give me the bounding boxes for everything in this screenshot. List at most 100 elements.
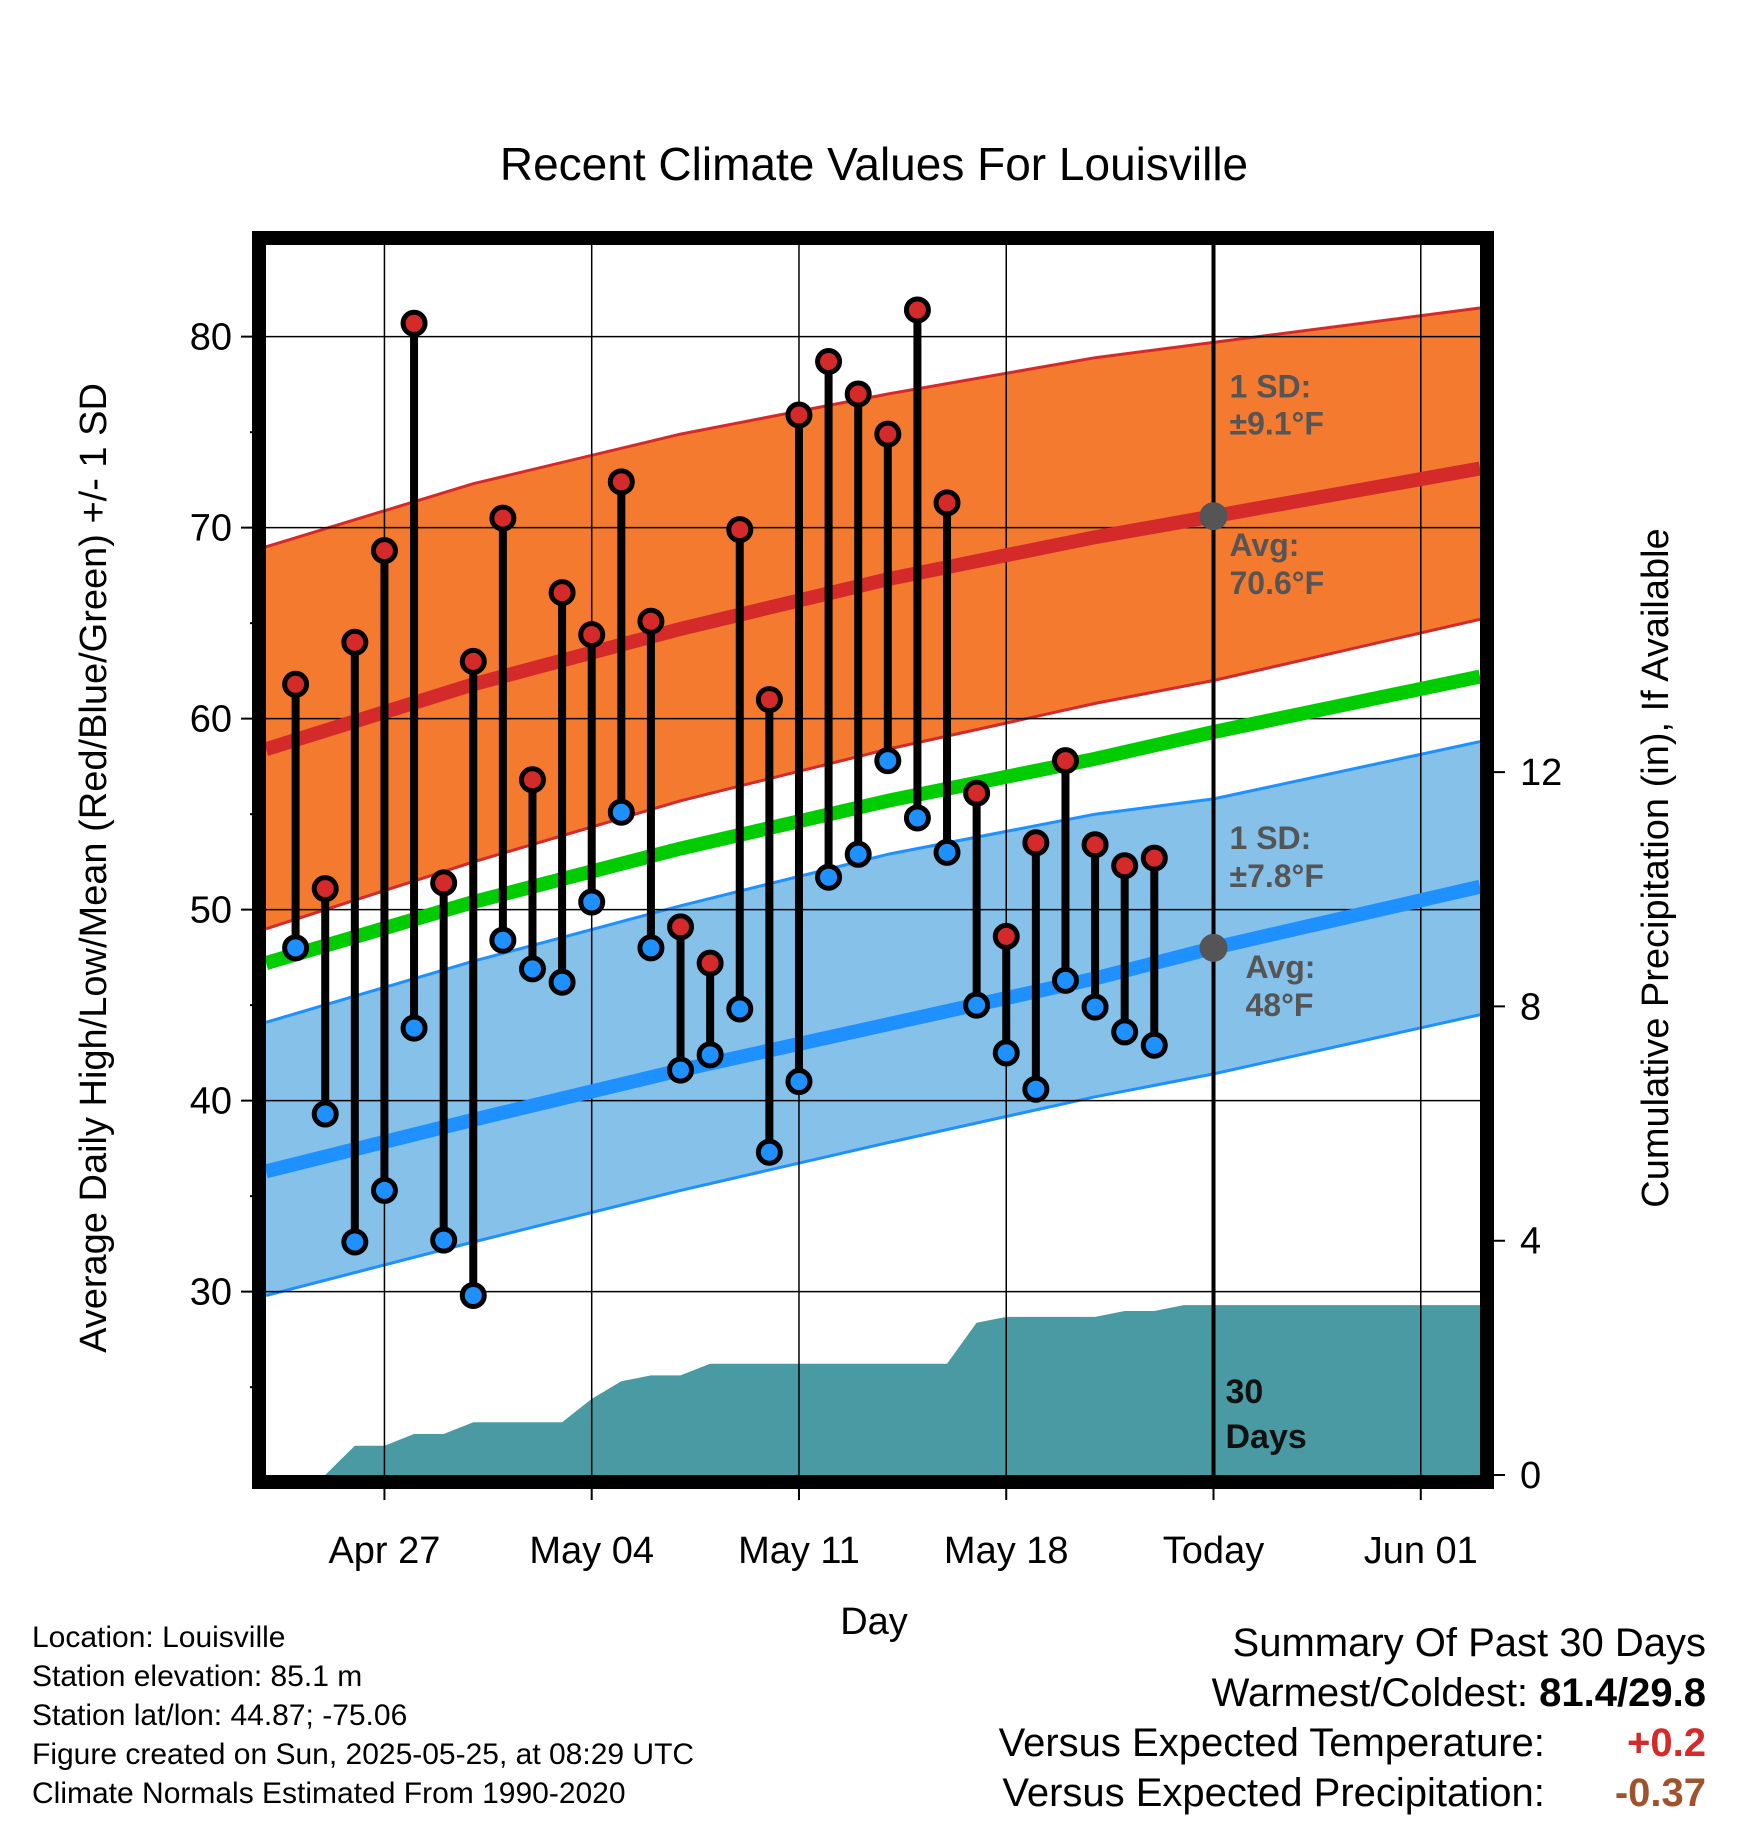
temp-value: +0.2 — [1627, 1721, 1706, 1765]
daily-low-point — [785, 1068, 813, 1096]
created-text: Figure created on Sun, 2025-05-25, at 08… — [32, 1738, 695, 1771]
y2-tick-label: 4 — [1520, 1221, 1541, 1263]
summary-heading: Summary Of Past 30 Days — [1232, 1621, 1706, 1665]
daily-high-point — [548, 579, 576, 607]
daily-low-point — [903, 804, 931, 832]
location-text: Location: Louisville — [32, 1621, 286, 1654]
daily-high-point — [844, 380, 872, 408]
daily-low-point — [933, 838, 961, 866]
daily-high-point — [311, 875, 339, 903]
warmest-label: Warmest/Coldest: — [1211, 1671, 1529, 1715]
plot-frame — [252, 231, 1494, 1489]
daily-high-point — [785, 401, 813, 429]
daily-high-point — [459, 647, 487, 675]
daily-high-point — [637, 607, 665, 635]
daily-low-point — [1022, 1075, 1050, 1103]
y2-tick-label: 8 — [1520, 986, 1541, 1028]
y-tick-label: 30 — [190, 1272, 232, 1314]
daily-high-point — [874, 420, 902, 448]
y-tick-label: 70 — [190, 508, 232, 550]
daily-low-point — [430, 1226, 458, 1254]
days-text-label: Days — [1226, 1418, 1307, 1456]
daily-low-point — [874, 747, 902, 775]
x-axis-title: Day — [840, 1601, 908, 1643]
x-tick-label: May 18 — [944, 1530, 1069, 1572]
daily-high-point — [578, 621, 606, 649]
summary-temp: Versus Expected Temperature: +0.2 — [999, 1718, 1706, 1768]
daily-low-point — [370, 1176, 398, 1204]
daily-low-point — [726, 995, 754, 1023]
daily-low-point — [992, 1039, 1020, 1067]
y-tick-label: 80 — [190, 317, 232, 359]
x-tick-label: May 04 — [529, 1530, 654, 1572]
station-info: Location: Louisville Station elevation: … — [32, 1618, 694, 1813]
precip-area — [266, 1305, 1480, 1475]
summary-warmest: Warmest/Coldest: 81.4/29.8 — [999, 1668, 1706, 1718]
daily-low-point — [607, 798, 635, 826]
daily-high-point — [933, 489, 961, 517]
daily-high-point — [370, 537, 398, 565]
y-tick-label: 50 — [190, 890, 232, 932]
high-avg-label: Avg: — [1230, 527, 1300, 563]
x-tick-label: Jun 01 — [1364, 1530, 1478, 1572]
daily-high-point — [755, 686, 783, 714]
daily-high-point — [992, 922, 1020, 950]
x-tick-label: Apr 27 — [328, 1530, 440, 1572]
daily-high-point — [667, 913, 695, 941]
normals-text: Climate Normals Estimated From 1990-2020 — [32, 1777, 626, 1810]
high-sd-value: ±9.1°F — [1230, 405, 1324, 441]
normal-high-band — [266, 308, 1480, 929]
daily-high-point — [430, 869, 458, 897]
normal-low-band — [266, 741, 1480, 1296]
daily-low-point — [548, 968, 576, 996]
daily-low-point — [341, 1228, 369, 1256]
daily-high-point — [1051, 747, 1079, 775]
daily-high-point — [726, 516, 754, 544]
daily-high-point — [400, 309, 428, 337]
daily-low-point — [282, 934, 310, 962]
daily-low-point — [489, 926, 517, 954]
today-high-normal-marker — [1199, 502, 1228, 531]
daily-high-point — [815, 348, 843, 376]
days-count-label: 30 — [1226, 1373, 1264, 1411]
y-tick-label: 60 — [190, 699, 232, 741]
daily-high-point — [1111, 852, 1139, 880]
x-tick-label: May 11 — [738, 1530, 860, 1572]
daily-high-point — [282, 670, 310, 698]
daily-high-point — [607, 468, 635, 496]
low-avg-label: Avg: — [1246, 949, 1316, 985]
warmest-value: 81.4/29.8 — [1539, 1671, 1706, 1715]
daily-low-point — [1051, 966, 1079, 994]
precip-value: -0.37 — [1614, 1771, 1706, 1815]
daily-high-point — [1081, 831, 1109, 859]
daily-low-point — [1140, 1031, 1168, 1059]
daily-low-point — [696, 1041, 724, 1069]
today-low-normal-marker — [1199, 933, 1228, 962]
y-tick-label: 40 — [190, 1081, 232, 1123]
daily-low-point — [815, 863, 843, 891]
y2-axis-title: Cumulative Precipitation (in), If Availa… — [1635, 528, 1677, 1207]
low-sd-value: ±7.8°F — [1230, 858, 1324, 894]
daily-low-point — [637, 934, 665, 962]
daily-high-point — [341, 628, 369, 656]
daily-low-point — [518, 955, 546, 983]
daily-low-point — [844, 840, 872, 868]
daily-low-point — [667, 1056, 695, 1084]
daily-low-point — [400, 1014, 428, 1042]
low-avg-value: 48°F — [1246, 987, 1314, 1023]
high-avg-value: 70.6°F — [1230, 565, 1325, 601]
y2-tick-label: 12 — [1520, 752, 1562, 794]
daily-low-point — [311, 1100, 339, 1128]
daily-high-point — [963, 779, 991, 807]
daily-low-point — [963, 991, 991, 1019]
daily-low-point — [755, 1138, 783, 1166]
daily-high-point — [518, 766, 546, 794]
daily-high-point — [903, 296, 931, 324]
y2-tick-label: 0 — [1520, 1455, 1541, 1497]
summary-panel: Summary Of Past 30 Days Warmest/Coldest:… — [999, 1618, 1706, 1818]
daily-low-point — [1111, 1018, 1139, 1046]
x-tick-label: Today — [1163, 1530, 1264, 1572]
daily-high-point — [489, 504, 517, 532]
